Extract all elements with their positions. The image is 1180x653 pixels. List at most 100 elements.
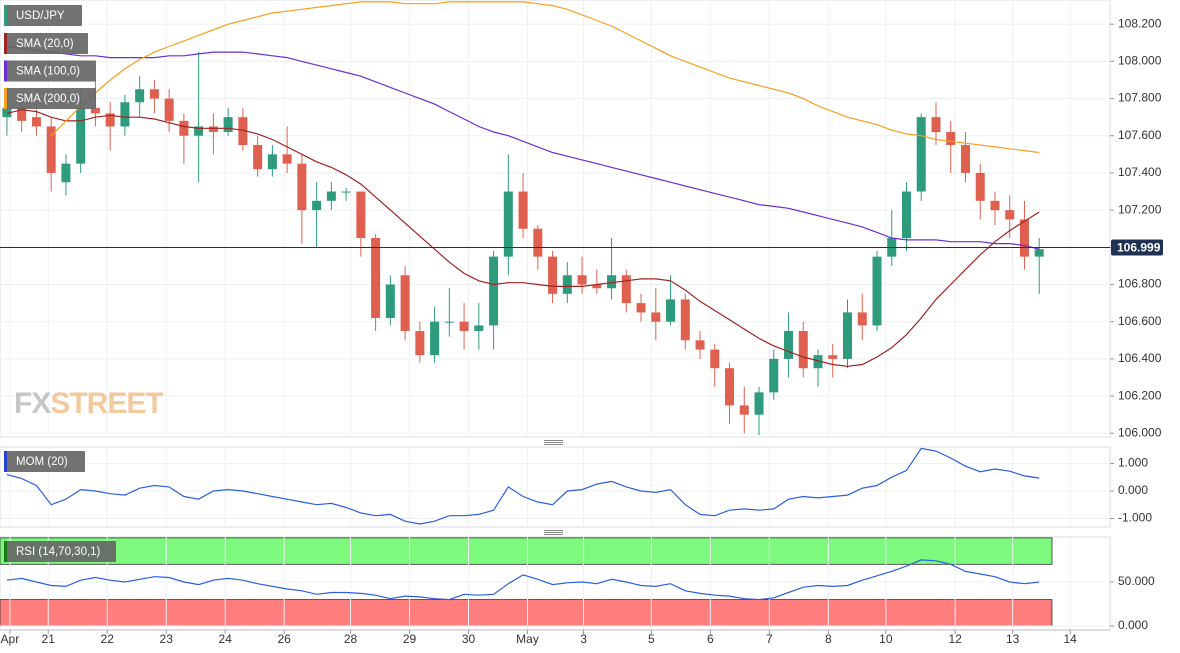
y-tick-label: 106.000 <box>1118 425 1162 439</box>
x-tick-label: 26 <box>277 632 291 646</box>
candle-body <box>592 284 602 289</box>
x-tick-label: 24 <box>219 632 233 646</box>
candle-body <box>474 325 484 332</box>
y-tick-label: 108.200 <box>1118 16 1162 30</box>
candle-body <box>267 154 277 170</box>
candle-body <box>843 312 853 359</box>
candle-body <box>297 163 307 211</box>
legend-box <box>4 60 96 82</box>
candle-body <box>326 191 336 201</box>
candle-body <box>253 145 263 170</box>
legend-box <box>4 88 96 109</box>
legend-label: USD/JPY <box>16 10 65 22</box>
candle-body <box>562 275 572 294</box>
y-tick-label: 107.800 <box>1118 91 1162 105</box>
candle-body <box>636 303 646 313</box>
panel <box>0 446 1111 528</box>
legend-label: SMA (20,0) <box>16 38 74 50</box>
x-tick-label: 13 <box>1006 632 1020 646</box>
candle-body <box>518 191 528 229</box>
legend-swatch <box>4 451 7 472</box>
y-tick-label: 107.600 <box>1118 128 1162 142</box>
candle-body <box>61 163 71 183</box>
candle-body <box>503 191 513 257</box>
candle-body <box>872 256 882 326</box>
candle-body <box>282 154 292 164</box>
candle-body <box>725 368 735 406</box>
candle-body <box>164 98 174 121</box>
candle-body <box>371 238 381 318</box>
legend-swatch <box>4 33 7 54</box>
series-line <box>6 559 1040 601</box>
candle-body <box>17 107 27 121</box>
candle-body <box>651 312 661 322</box>
legend-swatch <box>4 60 7 82</box>
candle-body <box>710 349 720 369</box>
candle-body <box>459 321 469 332</box>
candle-body <box>607 275 617 289</box>
zone <box>0 537 1053 565</box>
candle-body <box>754 392 764 415</box>
candle-body <box>857 312 867 326</box>
x-tick-label: 8 <box>825 632 832 646</box>
panel <box>0 0 1111 438</box>
candle-body <box>813 355 823 369</box>
y-tick-label: 1.000 <box>1118 456 1148 470</box>
candle-body <box>400 275 410 332</box>
x-tick-label: 3 <box>580 632 587 646</box>
candle-body <box>341 191 351 193</box>
candle-body <box>1019 219 1029 257</box>
candle-body <box>1034 249 1044 257</box>
legend-swatch <box>4 541 7 562</box>
y-tick-label: 107.200 <box>1118 202 1162 216</box>
candle-body <box>223 117 233 133</box>
candle-body <box>798 331 808 369</box>
candle-body <box>194 126 204 136</box>
candle-body <box>916 117 926 192</box>
x-tick-label: 21 <box>42 632 56 646</box>
candle-body <box>975 172 985 201</box>
candle-body <box>577 275 587 285</box>
x-tick-label: 6 <box>707 632 714 646</box>
x-tick-label: 29 <box>403 632 417 646</box>
y-tick-label: 50.000 <box>1118 574 1155 588</box>
watermark: FXSTREET <box>14 387 163 420</box>
candle-body <box>931 117 941 133</box>
handles <box>544 440 563 535</box>
candle-body <box>695 340 705 350</box>
candle-body <box>489 256 499 326</box>
candle-body <box>828 355 838 359</box>
legend-label: SMA (200,0) <box>16 93 80 105</box>
candle-body <box>946 132 956 146</box>
candle-body <box>385 284 395 318</box>
watermark-fx: FX <box>14 387 51 420</box>
y-tick-label: 106.400 <box>1118 351 1162 365</box>
candle-body <box>208 126 218 133</box>
legend-swatch <box>4 5 7 26</box>
candle-body <box>621 275 631 304</box>
x-tick-label: 5 <box>648 632 655 646</box>
y-tick-label: 106.800 <box>1118 277 1162 291</box>
candle-body <box>415 331 425 356</box>
x-tick-label: 30 <box>462 632 476 646</box>
candle-body <box>2 107 12 118</box>
candle-body <box>135 89 145 103</box>
candle-body <box>990 200 1000 211</box>
candle-body <box>769 358 779 393</box>
candle-body <box>430 321 440 356</box>
candle-body <box>105 113 115 127</box>
series-line <box>6 447 1040 525</box>
y-tick-label: 106.200 <box>1118 388 1162 402</box>
candle-body <box>548 256 558 294</box>
legend-label: SMA (100,0) <box>16 66 80 78</box>
y-tick-label: 0.000 <box>1118 483 1148 497</box>
legend-box <box>4 5 82 26</box>
candle-body <box>666 299 676 322</box>
y-tick-label: 107.400 <box>1118 165 1162 179</box>
x-tick-label: Apr <box>1 632 20 646</box>
y-tick-label: 106.600 <box>1118 314 1162 328</box>
candle-body <box>179 120 189 136</box>
y-tick-label: -1.000 <box>1118 511 1152 525</box>
series-line <box>6 109 1040 367</box>
series-line <box>50 1 1040 154</box>
